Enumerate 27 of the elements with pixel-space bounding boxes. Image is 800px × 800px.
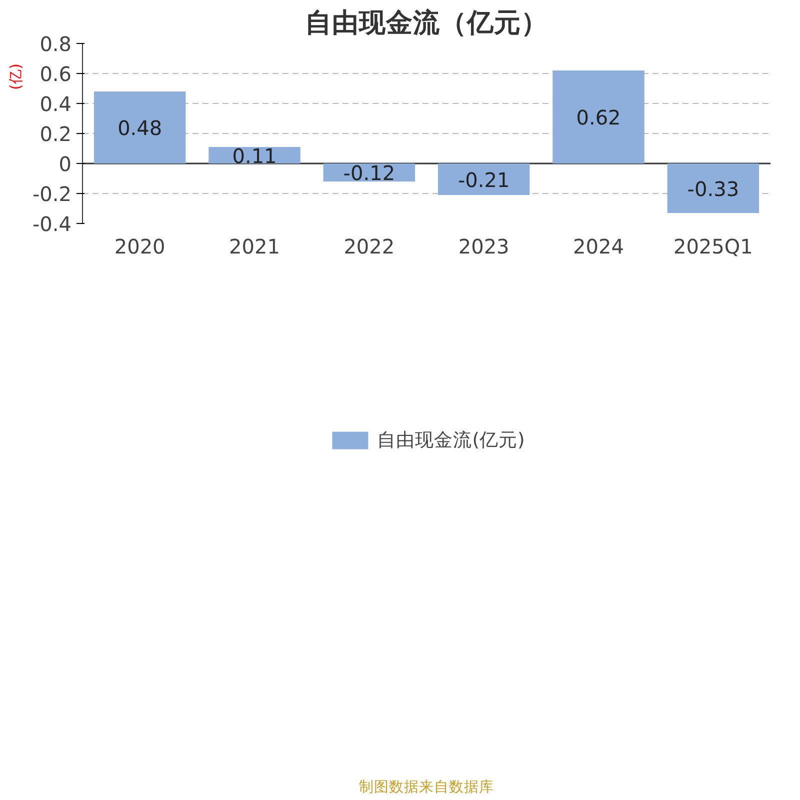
- x-tick-label: 2022: [344, 234, 395, 258]
- x-tick-label: 2023: [458, 234, 510, 258]
- y-tick-label: -0.2: [32, 182, 72, 206]
- bar: [552, 70, 644, 164]
- legend-label: 自由现金流(亿元): [377, 429, 525, 454]
- y-tick-label: 0.4: [40, 92, 72, 116]
- x-tick-label: 2024: [573, 234, 624, 258]
- data-label: 0.48: [118, 116, 162, 140]
- data-label: 0.11: [232, 144, 277, 168]
- y-tick-label: 0.6: [40, 62, 72, 86]
- text: 制图数据来自数据库: [359, 778, 494, 796]
- x-tick-label: 2020: [114, 234, 166, 258]
- data-label: -0.33: [687, 176, 740, 201]
- data-label: -0.12: [343, 161, 396, 185]
- y-tick-label: 0.2: [40, 122, 72, 146]
- x-tick-label: 2025Q1: [673, 234, 753, 258]
- chart-title: 自由现金流（亿元）: [305, 8, 548, 38]
- y-axis-title: (亿): [8, 64, 24, 90]
- y-tick-label: -0.4: [32, 212, 72, 236]
- x-tick-label: 2021: [229, 234, 280, 258]
- bar: [438, 164, 530, 195]
- data-label: 0.62: [576, 106, 621, 130]
- y-tick-label: 0: [58, 152, 72, 176]
- y-tick-label: 0.8: [40, 32, 72, 56]
- bar: [667, 164, 760, 213]
- bar: [94, 92, 186, 164]
- data-label: -0.21: [458, 168, 510, 192]
